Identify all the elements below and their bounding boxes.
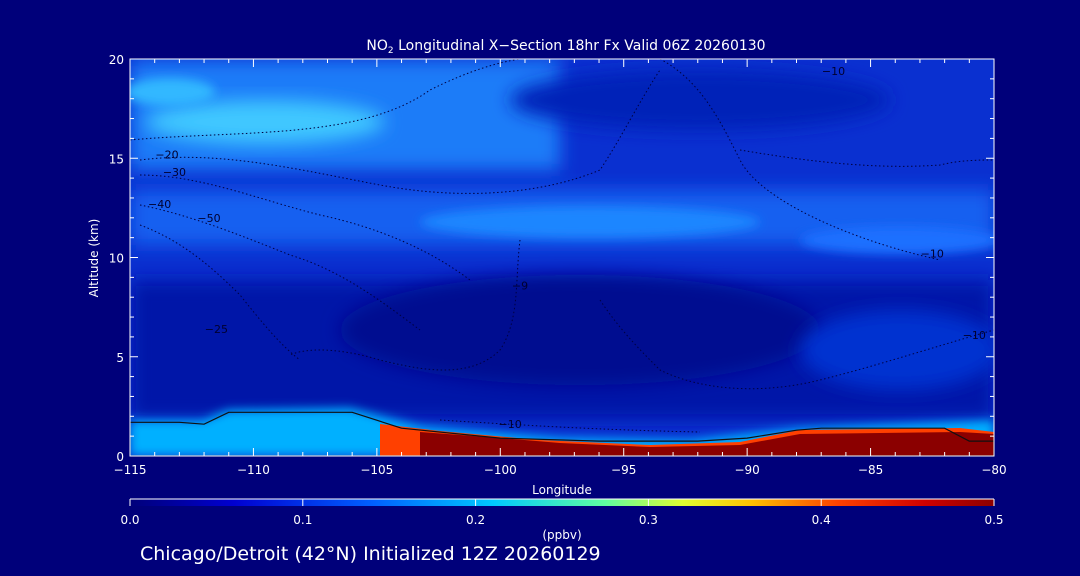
x-tick-label: −105	[360, 463, 393, 477]
x-tick-label: −115	[114, 463, 147, 477]
y-axis: 0 5 10 15 20	[109, 53, 994, 464]
colorbar-tick-label: 0.2	[466, 513, 485, 527]
band-jet-core	[145, 100, 385, 144]
surface-peak-layer	[420, 432, 994, 456]
contour-label: −20	[155, 148, 178, 161]
contour-line	[139, 69, 661, 194]
contour-line	[139, 224, 301, 361]
contour-label: −10	[963, 329, 986, 342]
contour-lines	[130, 59, 994, 433]
y-tick-label: 15	[109, 152, 124, 166]
y-tick-label: 0	[116, 450, 124, 464]
colorbar-tick-label: 0.4	[812, 513, 831, 527]
colorbar-tick-label: 0.0	[120, 513, 139, 527]
contour-labels: −10 −20 −30 −40 −50 −10 −9 −25 −10 −10	[148, 65, 986, 431]
contour-label: −9	[512, 279, 528, 292]
band-right-bright	[800, 226, 994, 254]
y-axis-label: Altitude (km)	[87, 219, 101, 298]
y-tick-label: 10	[109, 252, 124, 266]
colorbar: 0.0 0.1 0.2 0.3 0.4 0.5 (ppbv)	[120, 498, 1004, 542]
contour-label: −10	[921, 248, 944, 261]
colorbar-tick-label: 0.3	[639, 513, 658, 527]
contour-line	[289, 239, 521, 371]
x-tick-label: −90	[734, 463, 759, 477]
y-tick-label: 5	[116, 351, 124, 365]
band-dark-pocket	[510, 70, 890, 130]
contour-label: −50	[197, 212, 220, 225]
x-axis-label: Longitude	[532, 483, 592, 497]
colorbar-tick-label: 0.5	[984, 513, 1003, 527]
contour-label: −40	[148, 198, 171, 211]
contour-line	[130, 59, 521, 141]
contour-line	[139, 174, 471, 281]
contour-label: −30	[163, 166, 186, 179]
contour-label: −25	[205, 323, 228, 336]
contour-label: −10	[499, 418, 522, 431]
field-bands	[130, 60, 994, 420]
terrain	[130, 411, 994, 456]
contour-line	[739, 149, 994, 167]
x-tick-label: −95	[611, 463, 636, 477]
x-tick-label: −80	[981, 463, 1006, 477]
band-mid-bright	[420, 206, 760, 238]
x-tick-label: −100	[484, 463, 517, 477]
contour-label: −10	[822, 65, 845, 78]
plot-area: −10 −20 −30 −40 −50 −10 −9 −25 −10 −10	[130, 59, 994, 456]
band-lower-darker	[340, 275, 820, 385]
x-tick-label: −85	[858, 463, 883, 477]
contour-line	[659, 59, 941, 261]
band-jet-peak	[130, 78, 215, 106]
chart-title: NO2 Longitudinal X−Section 18hr Fx Valid…	[366, 38, 765, 56]
footer-caption: Chicago/Detroit (42°N) Initialized 12Z 2…	[140, 543, 601, 565]
band-right-lighter	[800, 310, 994, 390]
colorbar-label: (ppbv)	[542, 528, 581, 542]
colorbar-tick-label: 0.1	[293, 513, 312, 527]
y-tick-label: 20	[109, 53, 124, 67]
colorbar-ticks: 0.0 0.1 0.2 0.3 0.4 0.5	[120, 499, 1004, 527]
x-tick-label: −110	[237, 463, 270, 477]
colorbar-gradient	[130, 499, 994, 506]
x-axis: −115 −110 −105 −100 −95 −90 −85 −80	[114, 59, 1007, 477]
